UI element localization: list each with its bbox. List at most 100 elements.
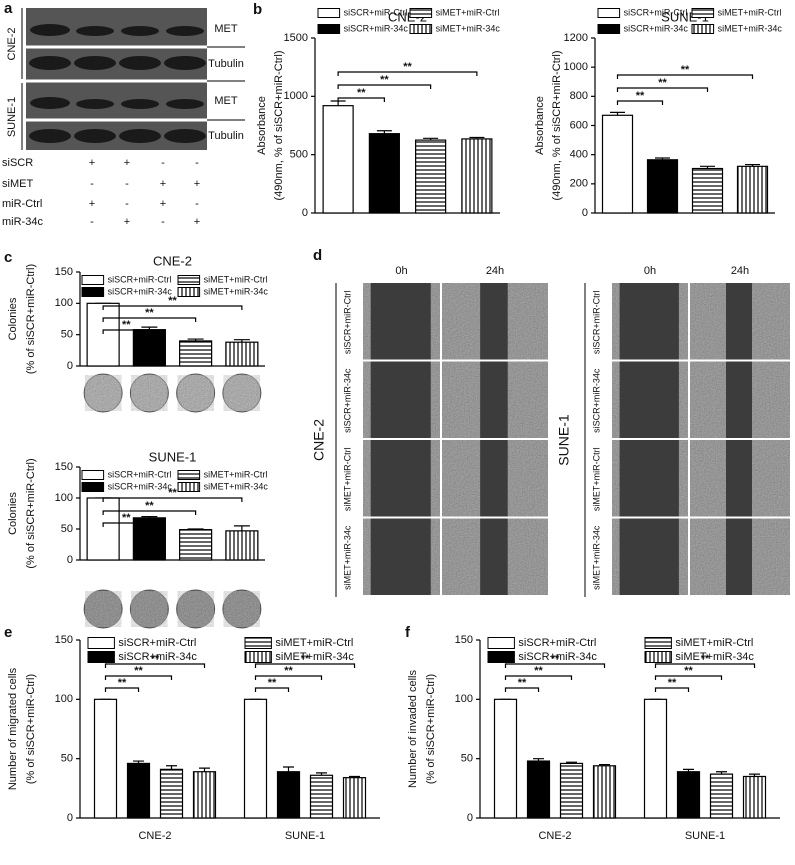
significance-bracket <box>254 663 356 668</box>
legend-swatch <box>177 275 201 285</box>
legend-label: siSCR+miR-34c <box>118 651 197 663</box>
y-axis-label: Absorbance <box>256 96 268 155</box>
y-axis-label: (% of siSCR+miR-Ctrl) <box>425 674 437 784</box>
y-tick-label: 0 <box>467 812 473 824</box>
y-axis-label: Colonies <box>7 492 19 535</box>
significance-bracket <box>616 100 664 105</box>
error-bar <box>283 766 294 772</box>
scratch-gap <box>726 361 752 438</box>
legend-swatch <box>409 24 433 34</box>
colony-texture <box>131 591 168 627</box>
significance-bracket <box>254 675 323 680</box>
y-axis-label: (490nm, % of siSCR+miR-Ctrl) <box>273 50 285 200</box>
y-axis-label: (% of siSCR+miR-Ctrl) <box>25 264 37 374</box>
row-label: siMET+miR-34c <box>342 525 352 590</box>
cell-line-label: CNE-2 <box>311 419 327 461</box>
significance-bracket <box>337 97 385 102</box>
significance-bracket <box>104 663 206 668</box>
y-tick-label: 150 <box>455 634 473 646</box>
significance-label: ** <box>122 319 131 331</box>
scratch-gap <box>480 518 508 595</box>
significance-label: ** <box>518 677 527 689</box>
significance-bracket <box>337 84 432 89</box>
legend-swatch <box>409 8 433 18</box>
condition-sign: - <box>195 198 199 210</box>
condition-sign: + <box>194 178 200 190</box>
significance-bracket <box>654 663 756 668</box>
y-tick-label: 0 <box>582 207 588 219</box>
bar <box>493 698 518 819</box>
legend-label: siSCR+miR-34c <box>108 481 173 491</box>
condition-sign: - <box>125 198 129 210</box>
bar <box>368 133 400 214</box>
significance-bracket <box>504 675 573 680</box>
legend-swatch <box>317 8 341 18</box>
legend-swatch <box>87 637 115 649</box>
y-tick-label: 100 <box>55 693 73 705</box>
significance-bracket <box>616 74 754 79</box>
significance-label: ** <box>122 512 131 524</box>
scratch-gap <box>480 440 508 517</box>
panel-letter: e <box>4 624 12 641</box>
colony-texture <box>131 375 168 411</box>
bar <box>179 529 213 561</box>
scratch-gap <box>726 440 752 517</box>
scratch-gap <box>370 518 431 595</box>
legend-swatch <box>597 8 621 18</box>
significance-label: ** <box>403 61 412 73</box>
significance-label: ** <box>145 307 154 319</box>
significance-label: ** <box>357 87 366 99</box>
row-label: siSCR+miR-Ctrl <box>591 290 601 354</box>
bar <box>225 341 259 367</box>
legend-swatch <box>597 24 621 34</box>
cell-line-label: CNE-2 <box>6 27 18 60</box>
bar <box>342 777 367 819</box>
y-tick-label: 50 <box>461 753 473 765</box>
band-label: MET <box>214 23 238 35</box>
scratch-gap <box>726 518 752 595</box>
y-tick-label: 0 <box>67 554 73 566</box>
significance-bracket <box>654 675 723 680</box>
colony-texture <box>85 375 122 411</box>
y-tick-label: 1000 <box>564 61 588 73</box>
blot-label-lines <box>21 8 245 150</box>
legend-label: siMET+miR-34c <box>675 651 754 663</box>
legend-label: siMET+miR-Ctrl <box>204 469 268 479</box>
row-label: siMET+miR-34c <box>591 525 601 590</box>
timepoint-label: 0h <box>395 265 407 277</box>
legend-swatch <box>177 470 201 480</box>
bar <box>676 771 701 819</box>
y-tick-label: 600 <box>570 119 588 131</box>
y-tick-label: 50 <box>61 329 73 341</box>
significance-bracket <box>337 71 478 76</box>
legend-swatch <box>81 482 105 492</box>
bar <box>709 773 734 819</box>
legend-swatch <box>81 287 105 297</box>
condition-sign: + <box>160 178 166 190</box>
condition-sign: - <box>195 157 199 169</box>
significance-label: ** <box>636 90 645 102</box>
panel-letter: b <box>253 1 262 18</box>
timepoint-label: 0h <box>644 265 656 277</box>
legend-swatch <box>177 287 201 297</box>
y-tick-label: 1200 <box>564 32 588 44</box>
row-label: siMET+miR-Ctrl <box>591 447 601 511</box>
significance-bracket <box>104 687 140 692</box>
bar <box>126 762 151 819</box>
panel-letter: c <box>4 249 12 266</box>
row-label: siMET+miR-Ctrl <box>342 447 352 511</box>
condition-sign: - <box>161 216 165 228</box>
significance-label: ** <box>551 653 560 665</box>
bar <box>159 768 184 819</box>
significance-bracket <box>102 510 197 515</box>
legend-label: siMET+miR-Ctrl <box>675 637 753 649</box>
legend-swatch <box>691 8 715 18</box>
cell-line-label: SUNE-1 <box>556 414 572 466</box>
significance-label: ** <box>134 665 143 677</box>
chart-title: SUNE-1 <box>149 449 197 464</box>
x-tick-label: CNE-2 <box>538 830 571 842</box>
bar <box>132 329 166 367</box>
bar <box>132 517 166 561</box>
bar <box>309 774 334 819</box>
bar <box>559 762 584 819</box>
